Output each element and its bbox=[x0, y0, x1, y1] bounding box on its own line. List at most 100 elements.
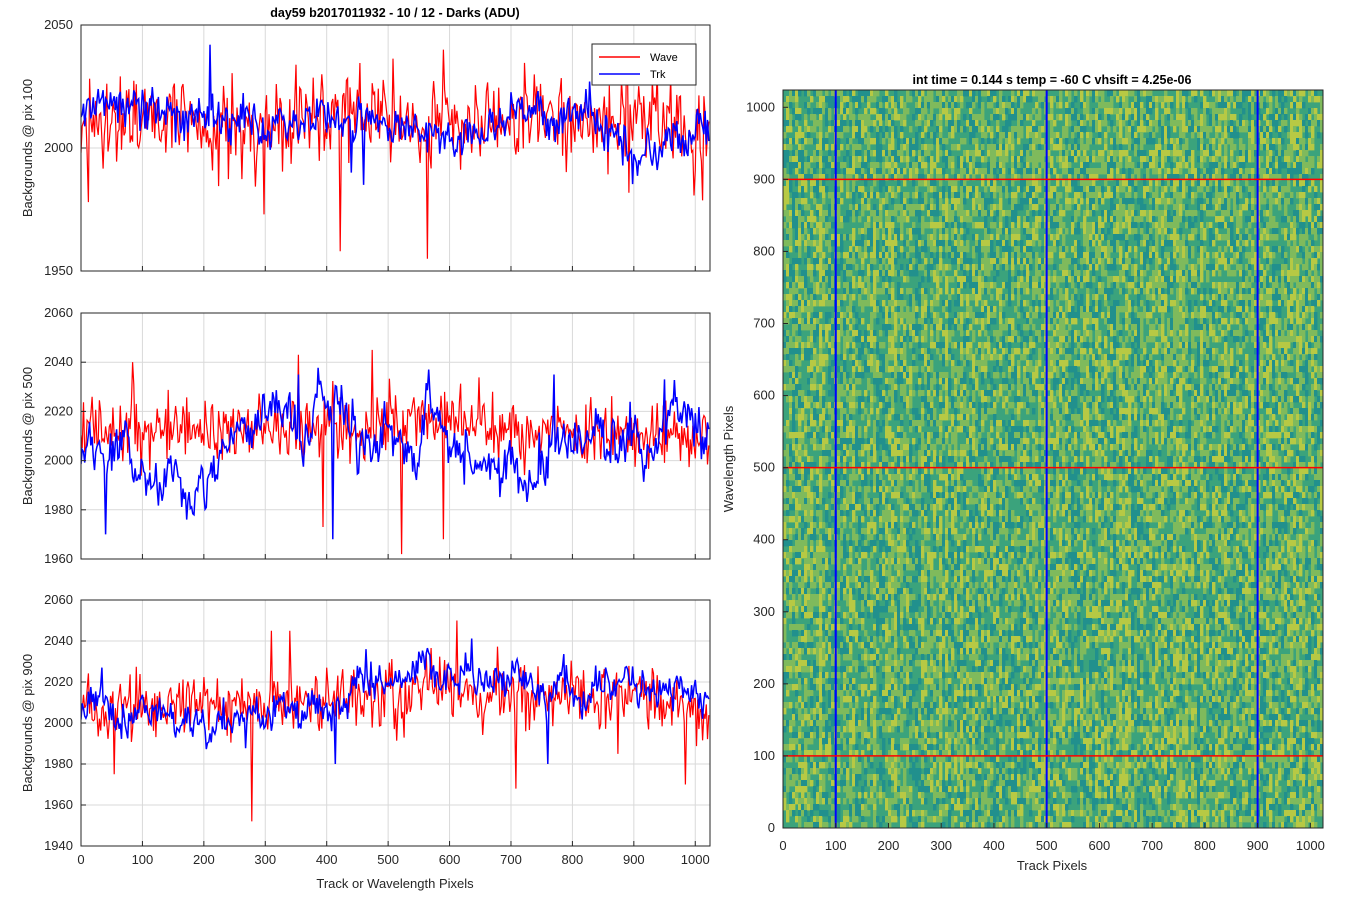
heatmap-cell bbox=[807, 738, 811, 745]
heatmap-cell bbox=[939, 240, 943, 247]
y-tick-label: 1980 bbox=[44, 756, 73, 771]
heatmap-cell bbox=[876, 582, 880, 589]
heatmap-cell bbox=[891, 768, 895, 775]
heatmap-cell bbox=[960, 612, 964, 619]
heatmap-cell bbox=[906, 804, 910, 811]
heatmap-cell bbox=[924, 120, 928, 127]
heatmap-cell bbox=[960, 720, 964, 727]
heatmap-cell bbox=[921, 720, 925, 727]
heatmap-cell bbox=[846, 594, 850, 601]
heatmap-cell bbox=[942, 138, 946, 145]
heatmap-cell bbox=[837, 804, 841, 811]
heatmap-cell bbox=[933, 786, 937, 793]
heatmap-cell bbox=[828, 390, 832, 397]
heatmap-cell bbox=[786, 504, 790, 511]
heatmap-cell bbox=[897, 648, 901, 655]
heatmap-cell bbox=[822, 762, 826, 769]
heatmap-cell bbox=[900, 816, 904, 823]
heatmap-cell bbox=[855, 126, 859, 133]
heatmap-cell bbox=[906, 96, 910, 103]
heatmap-cell bbox=[867, 138, 871, 145]
heatmap-cell bbox=[849, 114, 853, 121]
heatmap-cell bbox=[864, 198, 868, 205]
heatmap-cell bbox=[894, 792, 898, 799]
heatmap-cell bbox=[948, 720, 952, 727]
heatmap-cell bbox=[849, 654, 853, 661]
heatmap-cell bbox=[819, 288, 823, 295]
heatmap-cell bbox=[792, 108, 796, 115]
heatmap-cell bbox=[810, 540, 814, 547]
heatmap-cell bbox=[909, 558, 913, 565]
heatmap-cell bbox=[870, 570, 874, 577]
heatmap-cell bbox=[906, 312, 910, 319]
heatmap-cell bbox=[858, 666, 862, 673]
heatmap-cell bbox=[930, 174, 934, 181]
heatmap-cell bbox=[798, 426, 802, 433]
heatmap-cell bbox=[942, 372, 946, 379]
heatmap-cell bbox=[954, 816, 958, 823]
heatmap-cell bbox=[906, 762, 910, 769]
heatmap-cell bbox=[861, 414, 865, 421]
heatmap-cell bbox=[921, 546, 925, 553]
heatmap-cell bbox=[849, 270, 853, 277]
heatmap-cell bbox=[813, 90, 817, 97]
heatmap-cell bbox=[846, 138, 850, 145]
heatmap-cell bbox=[861, 168, 865, 175]
heatmap-cell bbox=[924, 504, 928, 511]
heatmap-cell bbox=[798, 144, 802, 151]
heatmap-cell bbox=[960, 642, 964, 649]
heatmap-cell bbox=[954, 228, 958, 235]
heatmap-cell bbox=[843, 432, 847, 439]
heatmap-cell bbox=[813, 750, 817, 757]
heatmap-cell bbox=[939, 540, 943, 547]
heatmap-cell bbox=[855, 546, 859, 553]
heatmap-cell bbox=[942, 270, 946, 277]
heatmap-cell bbox=[873, 354, 877, 361]
heatmap-cell bbox=[852, 396, 856, 403]
heatmap-cell bbox=[924, 288, 928, 295]
heatmap-cell bbox=[900, 660, 904, 667]
heatmap-cell bbox=[789, 144, 793, 151]
heatmap-cell bbox=[891, 330, 895, 337]
heatmap-cell bbox=[816, 192, 820, 199]
heatmap-cell bbox=[951, 516, 955, 523]
heatmap-cell bbox=[786, 138, 790, 145]
heatmap-cell bbox=[894, 360, 898, 367]
heatmap-cell bbox=[819, 798, 823, 805]
heatmap-cell bbox=[924, 546, 928, 553]
heatmap-cell bbox=[807, 804, 811, 811]
heatmap-cell bbox=[897, 300, 901, 307]
heatmap-cell bbox=[957, 366, 961, 373]
heatmap-cell bbox=[795, 468, 799, 475]
heatmap-cell bbox=[816, 732, 820, 739]
heatmap-cell bbox=[801, 144, 805, 151]
heatmap-cell bbox=[954, 102, 958, 109]
heatmap-cell bbox=[855, 210, 859, 217]
heatmap-cell bbox=[894, 606, 898, 613]
heatmap-cell bbox=[900, 348, 904, 355]
heatmap-cell bbox=[885, 516, 889, 523]
heatmap-cell bbox=[819, 132, 823, 139]
heatmap-cell bbox=[921, 246, 925, 253]
heatmap-cell bbox=[864, 204, 868, 211]
heatmap-cell bbox=[927, 570, 931, 577]
heatmap-cell bbox=[870, 276, 874, 283]
heatmap-cell bbox=[813, 198, 817, 205]
heatmap-cell bbox=[891, 318, 895, 325]
heatmap-cell bbox=[957, 396, 961, 403]
heatmap-cell bbox=[858, 558, 862, 565]
heatmap-cell bbox=[912, 558, 916, 565]
heatmap-cell bbox=[948, 522, 952, 529]
heatmap-cell bbox=[810, 534, 814, 541]
heatmap-cell bbox=[912, 768, 916, 775]
heatmap-cell bbox=[831, 720, 835, 727]
heatmap-cell bbox=[837, 474, 841, 481]
heatmap-cell bbox=[861, 732, 865, 739]
heatmap-cell bbox=[912, 504, 916, 511]
heatmap-cell bbox=[783, 792, 787, 799]
heatmap-cell bbox=[936, 252, 940, 259]
heatmap-cell bbox=[933, 768, 937, 775]
heatmap-cell bbox=[849, 696, 853, 703]
heatmap-cell bbox=[882, 564, 886, 571]
